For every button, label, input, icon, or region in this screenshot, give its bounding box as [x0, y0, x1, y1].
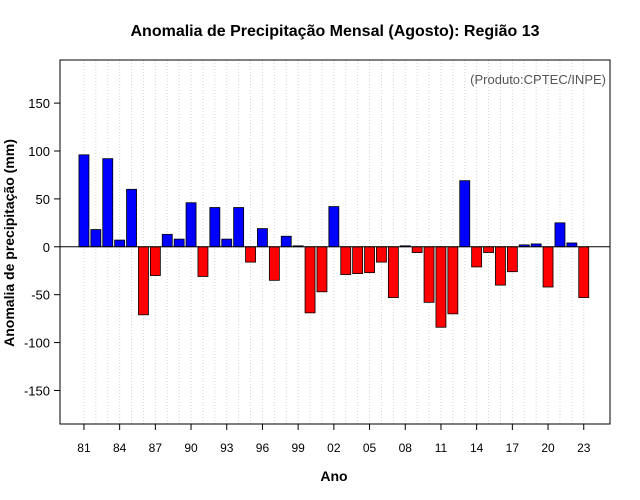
x-axis-label: Ano — [320, 468, 347, 484]
bar-2000 — [304, 246, 316, 314]
bar-1990 — [185, 202, 197, 248]
bar-1993 — [221, 238, 233, 248]
grid-lines — [83, 60, 585, 424]
bar-2003 — [340, 246, 352, 275]
bar-2010 — [423, 246, 435, 303]
bar-2012 — [447, 246, 459, 315]
y-axis: -150 -100 -50 0 50 100 150 — [24, 96, 60, 398]
bar-1995 — [245, 246, 256, 263]
x-axis: 81 84 87 90 93 96 99 02 05 08 11 14 17 20 23 — [77, 424, 591, 455]
chart-title: Anomalia de Precipitação Mensal (Agosto)… — [131, 23, 540, 40]
bar-2016 — [495, 246, 506, 286]
bar-2005 — [364, 246, 375, 274]
x-tick-label: 17 — [506, 441, 520, 455]
bar-2021 — [554, 222, 566, 248]
y-tick-label: 150 — [28, 96, 50, 111]
bar-1982 — [90, 229, 102, 248]
bars — [78, 154, 590, 328]
bar-1985 — [126, 188, 137, 248]
x-tick-label: 05 — [363, 441, 377, 455]
bar-1981 — [78, 154, 90, 248]
x-tick-label: 23 — [577, 441, 591, 455]
x-tick-label: 11 — [435, 441, 448, 455]
plot-frame — [59, 59, 611, 425]
bar-2007 — [387, 246, 399, 298]
x-tick-label: 20 — [541, 441, 555, 455]
bar-2004 — [352, 246, 364, 275]
x-tick-label: 93 — [220, 441, 234, 455]
bar-2009 — [411, 246, 423, 253]
bar-1988 — [161, 233, 173, 248]
bar-2015 — [483, 246, 494, 253]
y-tick-label: 50 — [36, 192, 50, 207]
x-tick-label: 90 — [184, 441, 198, 455]
y-tick-label: 0 — [43, 240, 50, 255]
bar-2013 — [459, 180, 471, 248]
bar-1996 — [257, 228, 268, 248]
x-tick-label: 14 — [470, 441, 484, 455]
bar-2022 — [566, 242, 578, 248]
bar-2020 — [542, 246, 554, 288]
x-tick-label: 81 — [77, 441, 91, 455]
bar-2001 — [316, 246, 328, 293]
bar-2017 — [506, 246, 518, 273]
y-tick-label: -100 — [24, 336, 50, 351]
bar-1991 — [197, 246, 209, 277]
bar-2002 — [328, 206, 340, 248]
bar-1994 — [233, 207, 245, 248]
y-tick-label: 100 — [28, 144, 50, 159]
x-tick-label: 02 — [327, 441, 341, 455]
credit-label: (Produto:CPTEC/INPE) — [470, 72, 606, 87]
bar-1984 — [114, 239, 126, 248]
x-tick-label: 08 — [399, 441, 413, 455]
y-tick-label: -150 — [24, 383, 50, 398]
bar-1992 — [209, 207, 221, 248]
y-tick-label: -50 — [31, 288, 50, 303]
bar-1997 — [268, 246, 280, 281]
bar-1983 — [102, 158, 114, 248]
bar-1998 — [280, 235, 292, 248]
bar-2023 — [578, 246, 590, 298]
y-axis-label: Anomalia de precipitação (mm) — [1, 139, 17, 347]
bar-1986 — [138, 246, 149, 316]
bar-1989 — [173, 238, 185, 248]
bar-1987 — [149, 246, 161, 276]
x-tick-label: 96 — [256, 441, 270, 455]
bar-2011 — [435, 246, 447, 328]
x-tick-label: 84 — [113, 441, 127, 455]
x-tick-label: 87 — [149, 441, 163, 455]
bar-2006 — [376, 246, 387, 263]
bar-2014 — [471, 246, 483, 268]
x-tick-label: 99 — [291, 441, 305, 455]
